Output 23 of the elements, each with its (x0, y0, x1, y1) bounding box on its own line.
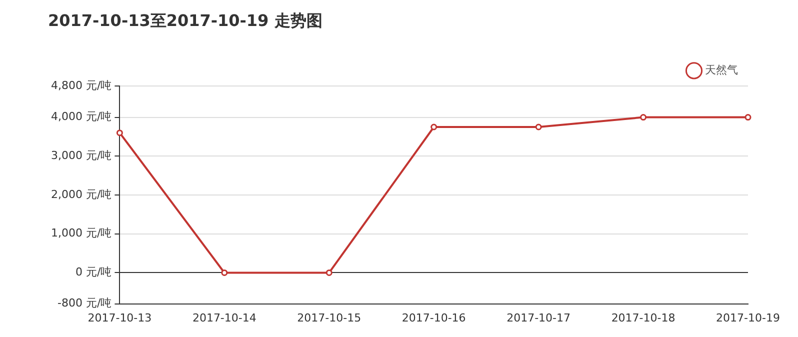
y-tick-label: 4,800 元/吨 (50, 79, 112, 92)
legend-label: 天然气 (705, 64, 738, 77)
y-tick-label: 3,000 元/吨 (50, 149, 112, 162)
point (535, 124, 542, 130)
point (116, 130, 123, 136)
point (640, 114, 647, 121)
chart-title: 2017-10-13至2017-10-19 走势图 (48, 10, 322, 30)
y-tick-label: 1,000 元/吨 (50, 226, 112, 240)
x-tick-label: 2017-10-14 (192, 311, 256, 324)
y-tick-label: 2,000 元/吨 (50, 188, 112, 201)
point (326, 269, 332, 276)
x-tick-label: 2017-10-18 (611, 311, 676, 324)
x-tick-label: 2017-10-15 (297, 311, 362, 324)
x-tick-label: 2017-10-13 (88, 311, 152, 324)
x-tick-label: 2017-10-16 (402, 311, 466, 324)
y-tick-label: -800 元/吨 (58, 296, 112, 310)
point (744, 114, 752, 121)
y-tick-label: 0 元/吨 (75, 266, 112, 279)
point (430, 124, 438, 130)
x-tick-label: 2017-10-17 (506, 311, 571, 324)
point (221, 269, 228, 276)
y-tick-label: 4,000 元/吨 (50, 110, 112, 124)
x-tick-label: 2017-10-19 (716, 311, 780, 324)
